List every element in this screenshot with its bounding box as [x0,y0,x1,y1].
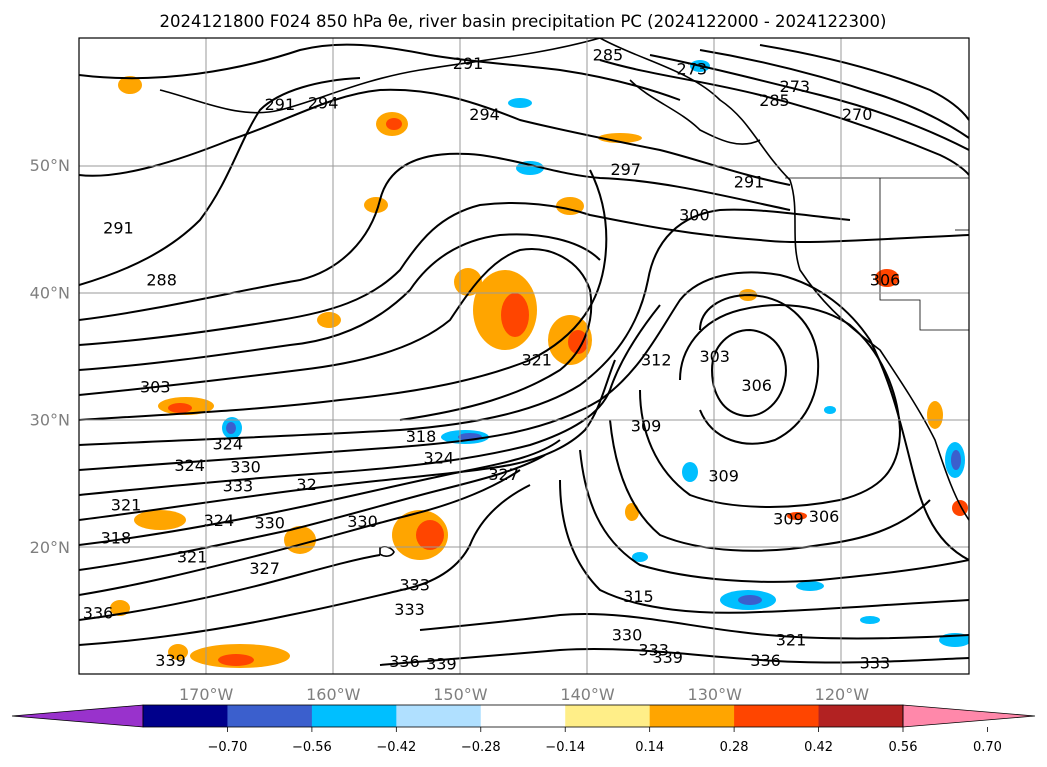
colorbar-tick-label: −0.14 [545,740,585,755]
colorbar-outline [142,704,904,728]
contour-label: 336 [750,651,781,670]
contour-label: 285 [759,91,790,110]
contour-label: 333 [394,600,425,619]
contour-label: 333 [860,653,891,672]
contour-label: 291 [265,95,296,114]
contour-label: 339 [426,655,457,674]
contour-label: 309 [773,510,804,529]
contour-label: 306 [870,270,901,289]
contour-label: 294 [469,105,500,124]
colorbar-segment [227,705,313,727]
contour-label: 327 [488,465,519,484]
contour-label: 32 [296,475,316,494]
latitude-tick-label: 20°N [30,538,70,557]
contour-label: 333 [638,641,669,660]
longitude-tick-label: 140°W [560,685,615,704]
colorbar-tick-label: 0.28 [720,740,749,755]
colorbar-segment [311,705,397,727]
contour-label: 324 [424,449,455,468]
contour-label: 336 [389,652,420,671]
gridlines [79,38,969,674]
contour-label: 309 [708,466,739,485]
contour-label: 309 [631,417,662,436]
longitude-tick-label: 150°W [433,685,488,704]
colorbar-extend-low [11,704,144,728]
contour-label: 324 [204,511,235,530]
contour-label: 318 [406,427,437,446]
contour-label: 339 [652,648,683,667]
latitude-tick-label: 40°N [30,283,70,302]
longitude-tick-label: 170°W [179,685,234,704]
contour-label: 330 [230,457,261,476]
longitude-tick-label: 120°W [815,685,870,704]
colorbar-tick-label: −0.70 [208,740,248,755]
contour-label: 291 [103,218,134,237]
contour-label: 324 [212,435,243,454]
contour-label: 291 [453,54,484,73]
map-frame [78,37,970,675]
contour-label: 285 [593,45,624,64]
colorbar-segment [143,705,228,727]
latitude-tick-label: 50°N [30,156,70,175]
colorbar-tick-label: 0.70 [973,740,1002,755]
colorbar-tick-label: 0.56 [889,740,918,755]
contour-label: 339 [155,651,186,670]
contour-label: 321 [776,630,807,649]
latitude-tick-label: 30°N [30,411,70,430]
contour-label: 321 [111,496,142,515]
contour-label: 303 [699,347,730,366]
contour-label: 315 [623,587,654,606]
contour-label: 327 [249,559,280,578]
contour-label: 270 [842,105,873,124]
contour-label: 321 [521,351,552,370]
colorbar-segment [649,705,735,727]
contour-label: 294 [308,94,339,113]
contour-label: 300 [679,206,710,225]
figure-title: 2024121800 F024 850 hPa θe, river basin … [160,12,887,31]
longitude-tick-label: 130°W [688,685,743,704]
contour-label: 306 [809,507,840,526]
colorbar-tick-label: −0.42 [376,740,416,755]
colorbar-tick-label: −0.28 [461,740,501,755]
contour-label: 321 [177,548,208,567]
contour-label: 330 [254,513,285,532]
contour-label: 273 [780,77,811,96]
contour-label: 333 [399,576,430,595]
contour-label: 273 [677,59,708,78]
contour-label: 330 [612,625,643,644]
colorbar-segment [565,705,651,727]
coastlines [159,38,969,557]
latitude-tick-labels: 50°N 40°N 30°N 20°N [30,156,70,557]
colorbar-tick-label: 0.42 [804,740,833,755]
longitude-tick-label: 160°W [306,685,361,704]
contour-label: 318 [101,529,132,548]
colorbar-segment [480,705,566,727]
contour-label: 336 [83,604,114,623]
contour-label: 324 [174,456,205,475]
colorbar-tick-label: −0.56 [292,740,332,755]
longitude-tick-labels: 170°W 160°W 150°W 140°W 130°W 120°W [179,685,869,704]
colorbar-segment [818,705,904,727]
map-background [79,38,969,674]
contour-label: 303 [140,377,171,396]
colorbar-extend-high [902,704,1036,728]
colorbar-tick-labels: −0.70 −0.56 −0.42 −0.28 −0.14 0.14 0.28 0.42 0.5… [208,727,1002,755]
contour-label: 330 [347,512,378,531]
colorbar-segment [396,705,482,727]
contour-label: 297 [610,160,641,179]
contour-label: 306 [741,376,772,395]
contour-label: 288 [146,270,177,289]
contour-label: 312 [641,351,672,370]
contour-label: 291 [734,173,765,192]
contour-label: 333 [223,477,254,496]
colorbar [11,704,1036,728]
colorbar-segment [734,705,820,727]
colorbar-tick-label: 0.14 [635,740,664,755]
